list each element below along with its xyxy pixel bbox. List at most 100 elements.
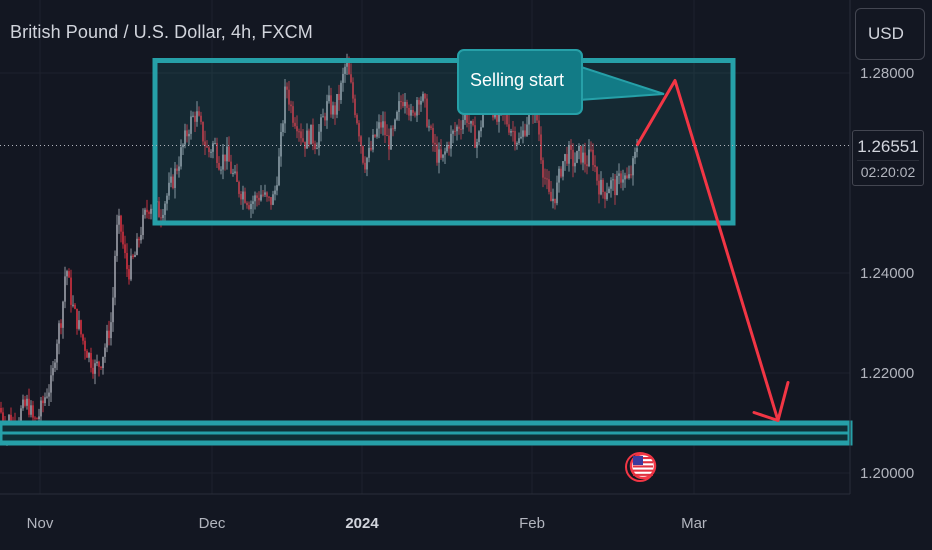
callout-text[interactable]: Selling start — [470, 70, 565, 90]
candle-body — [554, 198, 556, 204]
candle-body — [192, 115, 194, 117]
candle-body — [72, 304, 74, 306]
candle-body — [334, 105, 336, 115]
last-price-value: 1.26551 — [857, 137, 919, 156]
candle-body — [74, 304, 76, 309]
candle-body — [370, 147, 372, 150]
candle-body — [416, 100, 418, 116]
candle-body — [94, 363, 96, 374]
candle-body — [176, 168, 178, 171]
candle-body — [10, 414, 12, 423]
candle-body — [430, 126, 432, 128]
candle-body — [108, 330, 110, 339]
candle-body — [312, 124, 314, 144]
candle-body — [124, 244, 126, 253]
candle-body — [380, 122, 382, 128]
candle-body — [300, 131, 302, 139]
candle-body — [394, 119, 396, 129]
candle-body — [92, 367, 94, 374]
candle-body — [86, 350, 88, 358]
time-tick-label: Feb — [519, 515, 545, 532]
candle-body — [452, 130, 454, 134]
candle-body — [590, 149, 592, 151]
candle-body — [562, 161, 564, 177]
candle-body — [426, 98, 428, 127]
candle-body — [328, 95, 330, 102]
candle-body — [326, 101, 328, 121]
candle-body — [396, 112, 398, 120]
candle-body — [338, 94, 340, 101]
price-tick-label: 1.28000 — [860, 65, 914, 82]
candle-body — [42, 400, 44, 404]
candle-body — [448, 144, 450, 149]
range-box — [152, 58, 736, 226]
candle-body — [220, 169, 222, 171]
candle-body — [440, 149, 442, 158]
candle-body — [162, 214, 164, 218]
candle-body — [540, 134, 542, 161]
candlestick-series — [0, 53, 638, 446]
candle-body — [566, 154, 568, 164]
candle-body — [78, 320, 80, 329]
candle-body — [170, 176, 172, 183]
candle-body — [46, 396, 48, 398]
candle-body — [118, 215, 120, 225]
candle-body — [138, 238, 140, 241]
candle-body — [368, 147, 370, 158]
candle-body — [480, 127, 482, 132]
candle-body — [230, 161, 232, 174]
candle-body — [2, 412, 4, 426]
candle-body — [88, 353, 90, 358]
candle-body — [22, 399, 24, 409]
time-tick-label: 2024 — [345, 515, 379, 532]
candle-body — [412, 109, 414, 113]
candle-body — [172, 176, 174, 188]
candle-body — [324, 116, 326, 121]
candle-body — [610, 180, 612, 189]
candle-body — [164, 203, 166, 215]
candle-body — [44, 397, 46, 404]
candle-body — [310, 124, 312, 145]
us-flag-icon — [625, 452, 657, 482]
candle-body — [506, 114, 508, 125]
candle-body — [104, 347, 106, 357]
candle-body — [286, 86, 288, 90]
candle-body — [258, 197, 260, 201]
candle-body — [608, 188, 610, 194]
candle-body — [282, 123, 284, 133]
candle-body — [130, 255, 132, 280]
candle-body — [428, 126, 430, 128]
candle-body — [374, 134, 376, 137]
candle-body — [116, 224, 118, 256]
candle-body — [136, 238, 138, 255]
candle-body — [392, 128, 394, 130]
candle-body — [348, 62, 350, 75]
candle-body — [296, 126, 298, 132]
candle-body — [160, 217, 162, 219]
candle-body — [188, 133, 190, 137]
candle-body — [64, 276, 66, 302]
callout-bubble — [457, 49, 665, 115]
candle-body — [228, 146, 230, 162]
candle-body — [604, 192, 606, 200]
candle-body — [402, 101, 404, 107]
candle-body — [148, 212, 150, 214]
candle-body — [98, 361, 100, 367]
currency-button[interactable]: USD — [855, 8, 925, 60]
candle-body — [332, 105, 334, 115]
candle-body — [594, 165, 596, 168]
candle-body — [248, 205, 250, 210]
candle-body — [110, 322, 112, 339]
candle-body — [632, 158, 634, 176]
candle-body — [574, 162, 576, 167]
candle-body — [510, 130, 512, 133]
candle-body — [404, 101, 406, 107]
candle-body — [442, 154, 444, 158]
candle-body — [48, 392, 50, 397]
candle-body — [140, 235, 142, 241]
candle-body — [516, 143, 518, 145]
symbol-title[interactable]: British Pound / U.S. Dollar, 4h, FXCM — [10, 22, 313, 42]
candle-body — [122, 231, 124, 245]
candle-body — [290, 104, 292, 107]
